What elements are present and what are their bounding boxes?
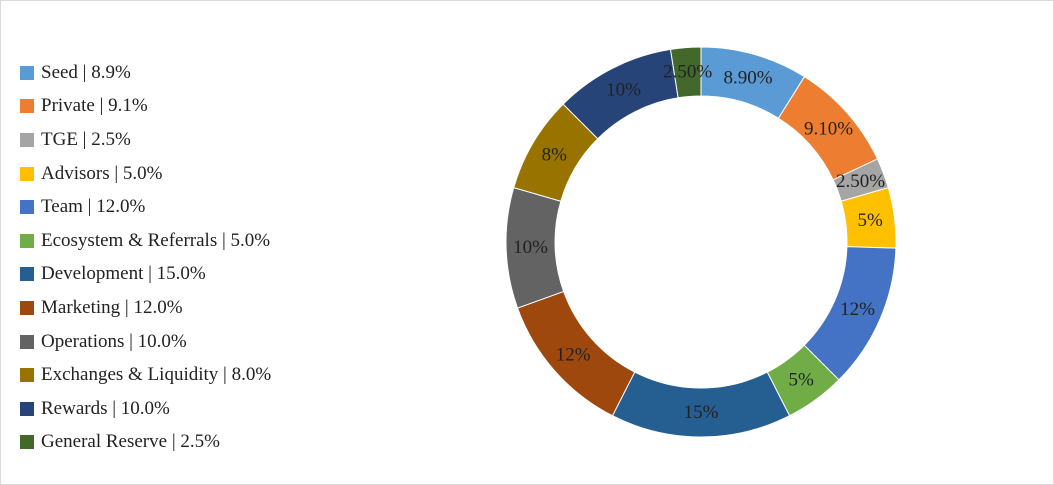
- legend-label: Team | 12.0%: [41, 196, 146, 218]
- legend-item-seed: Seed | 8.9%: [20, 56, 271, 90]
- legend-swatch: [20, 267, 34, 282]
- slice-general-reserve: [669, 46, 702, 99]
- legend-item-development: Development | 15.0%: [20, 258, 271, 292]
- legend-label: General Reserve | 2.5%: [41, 431, 220, 453]
- legend-swatch: [20, 166, 34, 181]
- legend-label: Exchanges & Liquidity | 8.0%: [41, 364, 272, 386]
- legend-swatch: [20, 200, 34, 215]
- legend-label: Ecosystem & Referrals | 5.0%: [41, 229, 271, 251]
- legend-label: Rewards | 10.0%: [41, 397, 170, 419]
- data-label-ecosystem-and-referrals: 5%: [789, 369, 815, 390]
- data-labels: 8.90% 9.10% 2.50% 5% 12% 5% 15% 12% 10% 8% 10% 2.50…: [513, 62, 885, 423]
- legend-swatch: [20, 334, 34, 349]
- legend-label: Development | 15.0%: [41, 263, 206, 285]
- data-label-development: 15%: [684, 402, 719, 423]
- legend-label: Seed | 8.9%: [41, 61, 131, 83]
- donut-slices: [505, 46, 897, 438]
- legend-label: TGE | 2.5%: [41, 128, 131, 150]
- legend-item-marketing: Marketing | 12.0%: [20, 291, 271, 325]
- legend-label: Operations | 10.0%: [41, 330, 187, 352]
- legend-item-team: Team | 12.0%: [20, 190, 271, 224]
- legend-label: Marketing | 12.0%: [41, 296, 183, 318]
- legend-item-private: Private | 9.1%: [20, 90, 271, 124]
- legend-swatch: [20, 99, 34, 114]
- data-label-exchanges-and-liquidity: 8%: [542, 145, 568, 166]
- legend-swatch: [20, 233, 34, 248]
- legend-item-advisors: Advisors | 5.0%: [20, 157, 271, 191]
- data-label-tge: 2.50%: [836, 171, 885, 192]
- legend-item-operations: Operations | 10.0%: [20, 325, 271, 359]
- data-label-team: 12%: [840, 299, 875, 320]
- legend-item-ecosystem-and-referrals: Ecosystem & Referrals | 5.0%: [20, 224, 271, 258]
- data-label-general-reserve: 2.50%: [663, 62, 712, 83]
- legend-swatch: [20, 132, 34, 147]
- legend-item-rewards: Rewards | 10.0%: [20, 392, 271, 426]
- legend-swatch: [20, 401, 34, 416]
- legend-swatch: [20, 65, 34, 80]
- legend-label: Private | 9.1%: [41, 95, 148, 117]
- legend-item-general-reserve: General Reserve | 2.5%: [20, 426, 271, 460]
- data-label-rewards: 10%: [606, 80, 641, 101]
- data-label-seed: 8.90%: [724, 68, 773, 89]
- legend-label: Advisors | 5.0%: [41, 162, 163, 184]
- data-label-advisors: 5%: [857, 210, 883, 231]
- legend-item-exchanges-and-liquidity: Exchanges & Liquidity | 8.0%: [20, 358, 271, 392]
- legend-swatch: [20, 300, 34, 315]
- legend: Seed | 8.9% Private | 9.1% TGE | 2.5% Advis…: [20, 56, 271, 459]
- data-label-operations: 10%: [513, 237, 548, 258]
- legend-swatch: [20, 435, 34, 450]
- legend-swatch: [20, 368, 34, 383]
- data-label-marketing: 12%: [556, 344, 591, 365]
- legend-item-tge: TGE | 2.5%: [20, 123, 271, 157]
- data-label-private: 9.10%: [804, 118, 853, 139]
